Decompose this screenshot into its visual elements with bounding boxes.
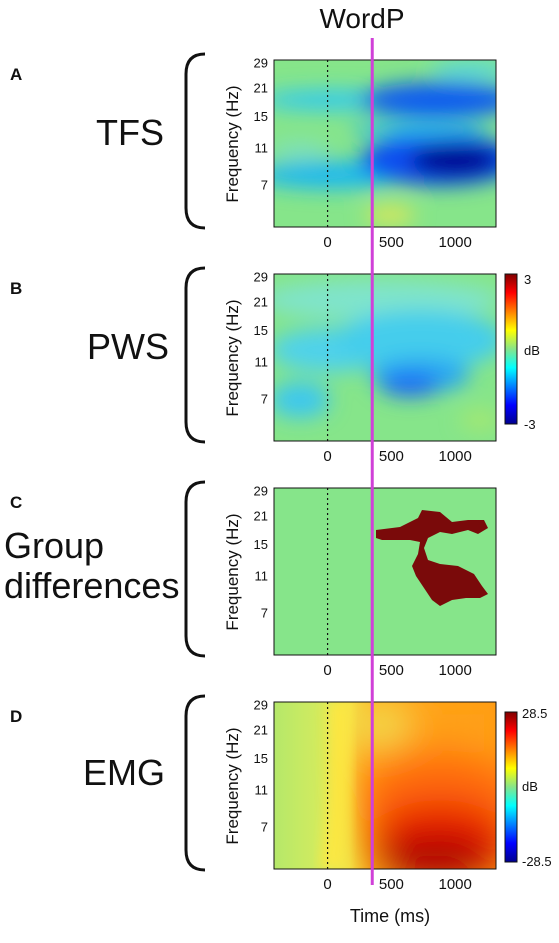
- y-ticks-a: 7 11 15 21 29: [254, 55, 268, 192]
- y-tick-label: 15: [254, 323, 268, 338]
- significant-cluster: [376, 510, 488, 606]
- y-axis-label-a: Frequency (Hz): [223, 85, 242, 202]
- y-tick-label: 29: [254, 483, 268, 498]
- heatmap-a: [274, 60, 496, 227]
- x-tick-label: 500: [379, 448, 404, 465]
- colorbar-b-max: 3: [524, 272, 531, 287]
- x-axis-label: Time (ms): [350, 906, 430, 926]
- colorbar-d: 28.5 dB -28.5: [504, 706, 552, 869]
- y-tick-label: 21: [254, 722, 268, 737]
- colorbar-d-min: -28.5: [522, 854, 552, 869]
- x-ticks-c: 0 500 1000: [323, 662, 471, 679]
- colorbar-d-max: 28.5: [522, 706, 547, 721]
- axes-box-d: [273, 701, 497, 870]
- brace-d: [184, 694, 206, 872]
- panel-letter-b: B: [10, 279, 22, 298]
- panel-letter-a: A: [10, 65, 22, 84]
- y-tick-label: 7: [261, 819, 268, 834]
- y-ticks-c: 7 11 15 21 29: [254, 483, 268, 620]
- y-tick-label: 15: [254, 751, 268, 766]
- x-tick-label: 500: [379, 234, 404, 251]
- group-label-c-line2: differences: [4, 565, 179, 606]
- colorbar-d-gradient: [504, 711, 518, 863]
- group-label-b: PWS: [87, 326, 169, 367]
- brace-b: [184, 266, 206, 444]
- y-tick-label: 15: [254, 537, 268, 552]
- panel-a: A TFS 7 11 15 21 29 0 500 1000 Frequency (Hz): [10, 52, 497, 251]
- panel-c: C Group differences 7 11 15 21 29 0 500 1000 F…: [4, 480, 497, 679]
- x-tick-label: 1000: [438, 876, 471, 893]
- x-tick-label: 0: [323, 662, 331, 679]
- panel-letter-c: C: [10, 493, 22, 512]
- brace-c: [184, 480, 206, 658]
- axes-box-c: [273, 487, 497, 656]
- group-label-a: TFS: [96, 112, 164, 153]
- y-tick-label: 21: [254, 80, 268, 95]
- y-ticks-b: 7 11 15 21 29: [254, 269, 268, 406]
- y-tick-label: 11: [255, 783, 269, 798]
- colorbar-b: 3 dB -3: [504, 272, 540, 432]
- x-ticks-a: 0 500 1000: [323, 234, 471, 251]
- colorbar-b-gradient: [504, 273, 518, 425]
- y-axis-label-d: Frequency (Hz): [223, 727, 242, 844]
- colorbar-b-min: -3: [524, 417, 536, 432]
- colorbar-d-unit: dB: [522, 779, 538, 794]
- x-ticks-b: 0 500 1000: [323, 448, 471, 465]
- heatmap-d: [274, 702, 496, 869]
- x-tick-label: 0: [323, 448, 331, 465]
- y-axis-label-b: Frequency (Hz): [223, 299, 242, 416]
- x-tick-label: 500: [379, 662, 404, 679]
- y-ticks-d: 7 11 15 21 29: [254, 697, 268, 834]
- x-tick-label: 1000: [438, 448, 471, 465]
- heatmap-b: [274, 274, 496, 441]
- colorbar-b-unit: dB: [524, 343, 540, 358]
- y-tick-label: 21: [254, 294, 268, 309]
- brace-a: [184, 52, 206, 230]
- axes-box-a: [273, 59, 497, 228]
- y-tick-label: 11: [255, 141, 269, 156]
- y-tick-label: 11: [255, 569, 269, 584]
- x-tick-label: 1000: [438, 662, 471, 679]
- x-tick-label: 500: [379, 876, 404, 893]
- x-tick-label: 1000: [438, 234, 471, 251]
- y-tick-label: 7: [261, 177, 268, 192]
- group-label-c-line1: Group: [4, 525, 104, 566]
- heatmap-c: [274, 488, 496, 655]
- y-axis-label-c: Frequency (Hz): [223, 513, 242, 630]
- y-tick-label: 11: [255, 355, 269, 370]
- x-tick-label: 0: [323, 876, 331, 893]
- group-label-d: EMG: [83, 752, 165, 793]
- y-tick-label: 15: [254, 109, 268, 124]
- x-tick-label: 0: [323, 234, 331, 251]
- y-tick-label: 7: [261, 605, 268, 620]
- y-tick-label: 29: [254, 269, 268, 284]
- y-tick-label: 29: [254, 55, 268, 70]
- event-title: WordP: [319, 3, 404, 34]
- panel-letter-d: D: [10, 707, 22, 726]
- x-ticks-d: 0 500 1000: [323, 876, 471, 893]
- y-tick-label: 7: [261, 391, 268, 406]
- axes-box-b: [273, 273, 497, 442]
- y-tick-label: 21: [254, 508, 268, 523]
- y-tick-label: 29: [254, 697, 268, 712]
